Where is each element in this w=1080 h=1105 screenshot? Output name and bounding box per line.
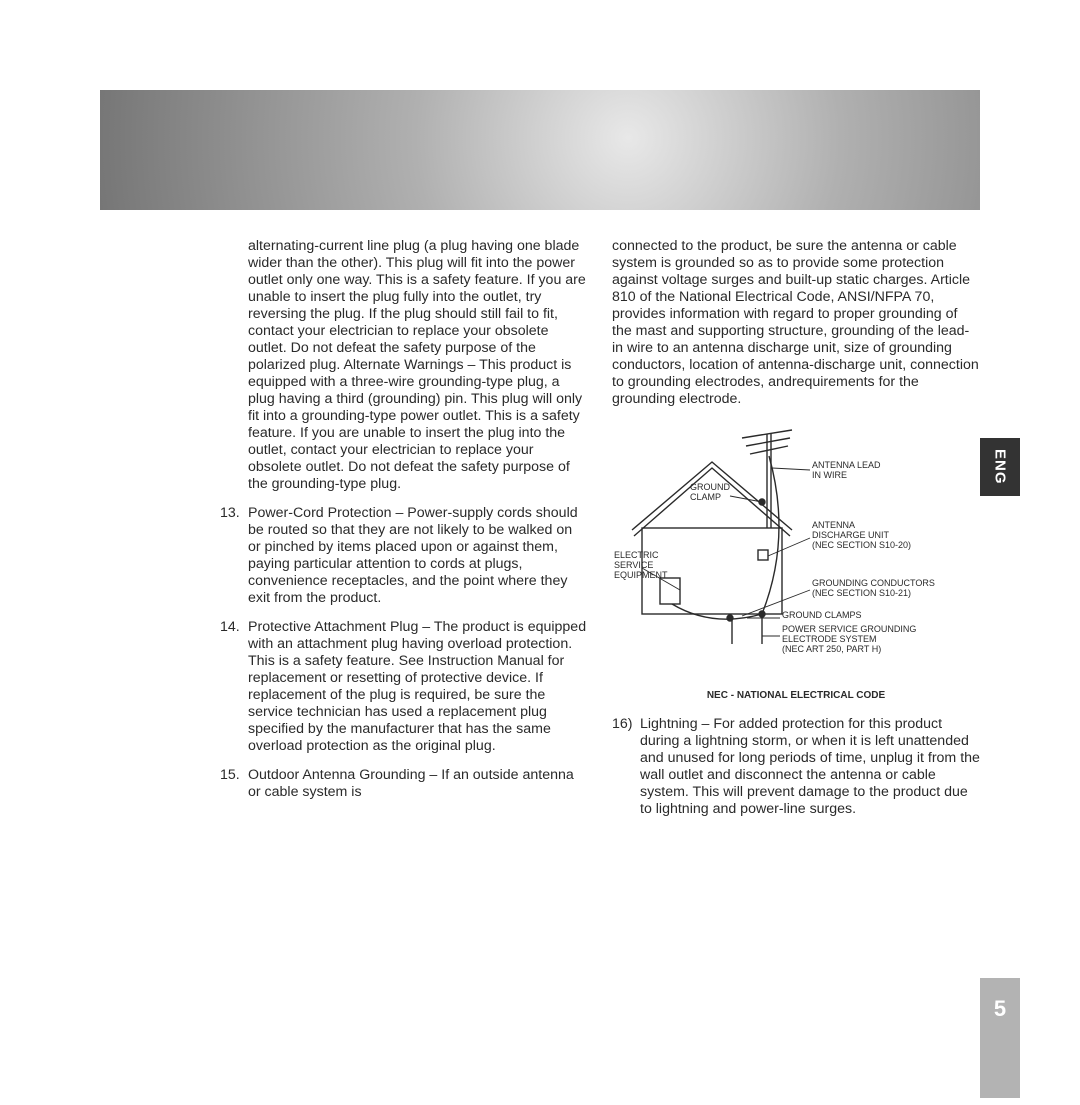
header-banner-image <box>100 90 980 210</box>
continued-paragraph: connected to the product, be sure the an… <box>612 238 980 408</box>
label-gc-1: GROUNDING CONDUCTORS <box>812 578 935 588</box>
item-number: 14. <box>220 619 248 755</box>
label-antenna-lead-2: IN WIRE <box>812 470 847 480</box>
item-number: 16) <box>612 716 640 818</box>
item-number: 15. <box>220 767 248 801</box>
item-text: Outdoor Antenna Grounding – If an outsid… <box>248 767 588 801</box>
label-discharge-2: DISCHARGE UNIT <box>812 530 890 540</box>
item-number: 13. <box>220 505 248 607</box>
label-ps-3: (NEC ART 250, PART H) <box>782 644 881 654</box>
list-item: 14. Protective Attachment Plug – The pro… <box>220 619 588 755</box>
label-ps-1: POWER SERVICE GROUNDING <box>782 624 916 634</box>
item-text: Protective Attachment Plug – The product… <box>248 619 588 755</box>
label-discharge-1: ANTENNA <box>812 520 855 530</box>
text-columns: alternating-current line plug (a plug ha… <box>220 238 980 818</box>
label-electric-1: ELECTRIC <box>614 550 659 560</box>
label-clamps: GROUND CLAMPS <box>782 610 862 620</box>
list-item: 16) Lightning – For added protection for… <box>612 716 980 818</box>
page-number: 5 <box>994 996 1006 1022</box>
label-ps-2: ELECTRODE SYSTEM <box>782 634 877 644</box>
grounding-diagram: GROUND CLAMP ANTENNA LEAD IN WIRE ELECTR… <box>612 418 980 704</box>
language-tab: ENG <box>980 438 1020 496</box>
diagram-caption: NEC - NATIONAL ELECTRICAL CODE <box>612 687 980 704</box>
label-electric-3: EQUIPMENT <box>614 570 668 580</box>
continued-paragraph: alternating-current line plug (a plug ha… <box>248 238 588 493</box>
label-discharge-3: (NEC SECTION S10-20) <box>812 540 911 550</box>
label-electric-2: SERVICE <box>614 560 653 570</box>
label-gc-2: (NEC SECTION S10-21) <box>812 588 911 598</box>
page-number-box: 5 <box>980 978 1020 1098</box>
right-column: connected to the product, be sure the an… <box>612 238 980 818</box>
label-ground-clamp: GROUND <box>690 482 730 492</box>
list-item: 15. Outdoor Antenna Grounding – If an ou… <box>220 767 588 801</box>
label-ground-clamp-2: CLAMP <box>690 492 721 502</box>
list-item: 13. Power-Cord Protection – Power-supply… <box>220 505 588 607</box>
left-column: alternating-current line plug (a plug ha… <box>220 238 588 818</box>
item-text: Lightning – For added protection for thi… <box>640 716 980 818</box>
language-label: ENG <box>992 449 1009 485</box>
item-text: Power-Cord Protection – Power-supply cor… <box>248 505 588 607</box>
label-antenna-lead: ANTENNA LEAD <box>812 460 881 470</box>
